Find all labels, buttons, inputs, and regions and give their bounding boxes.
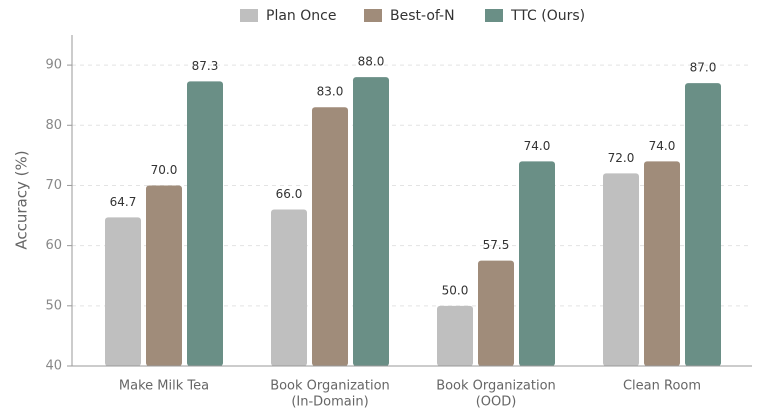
bar: [146, 185, 182, 366]
x-tick-label: Clean Room: [623, 379, 701, 394]
value-label: 64.7: [110, 195, 137, 209]
value-label: 74.0: [649, 139, 676, 153]
bar: [353, 77, 389, 367]
y-tick-label: 40: [45, 359, 62, 374]
y-tick-label: 70: [45, 178, 62, 193]
bar: [271, 209, 307, 366]
value-label: 88.0: [358, 55, 385, 69]
y-tick-label: 60: [45, 238, 62, 253]
bar: [519, 161, 555, 366]
bar: [187, 81, 223, 366]
legend-label: Plan Once: [266, 8, 336, 24]
x-tick-label: Book Organization: [436, 379, 556, 394]
legend-swatch: [240, 9, 258, 22]
value-label: 83.0: [317, 85, 344, 99]
y-tick-label: 80: [45, 118, 62, 133]
value-label: 66.0: [276, 187, 303, 201]
legend-label: Best-of-N: [390, 8, 455, 24]
y-tick-label: 90: [45, 58, 62, 73]
x-tick-label: Make Milk Tea: [119, 379, 209, 394]
value-label: 50.0: [442, 283, 469, 297]
legend-swatch: [364, 9, 382, 22]
value-label: 87.3: [192, 59, 219, 73]
value-label: 57.5: [483, 238, 510, 252]
legend-label: TTC (Ours): [510, 8, 585, 24]
value-label: 74.0: [524, 139, 551, 153]
y-tick-label: 50: [45, 298, 62, 313]
value-label: 87.0: [690, 61, 717, 75]
legend-swatch: [485, 9, 503, 22]
bar: [312, 107, 348, 366]
bar: [478, 260, 514, 366]
x-tick-label: (OOD): [476, 395, 517, 410]
bar: [437, 305, 473, 366]
x-tick-label: Book Organization: [270, 379, 390, 394]
bar: [603, 173, 639, 366]
bar: [644, 161, 680, 366]
bar: [685, 83, 721, 367]
bar: [105, 217, 141, 366]
value-label: 72.0: [608, 151, 635, 165]
value-label: 70.0: [151, 163, 178, 177]
x-tick-label: (In-Domain): [291, 395, 368, 410]
y-axis-label: Accuracy (%): [13, 150, 31, 249]
